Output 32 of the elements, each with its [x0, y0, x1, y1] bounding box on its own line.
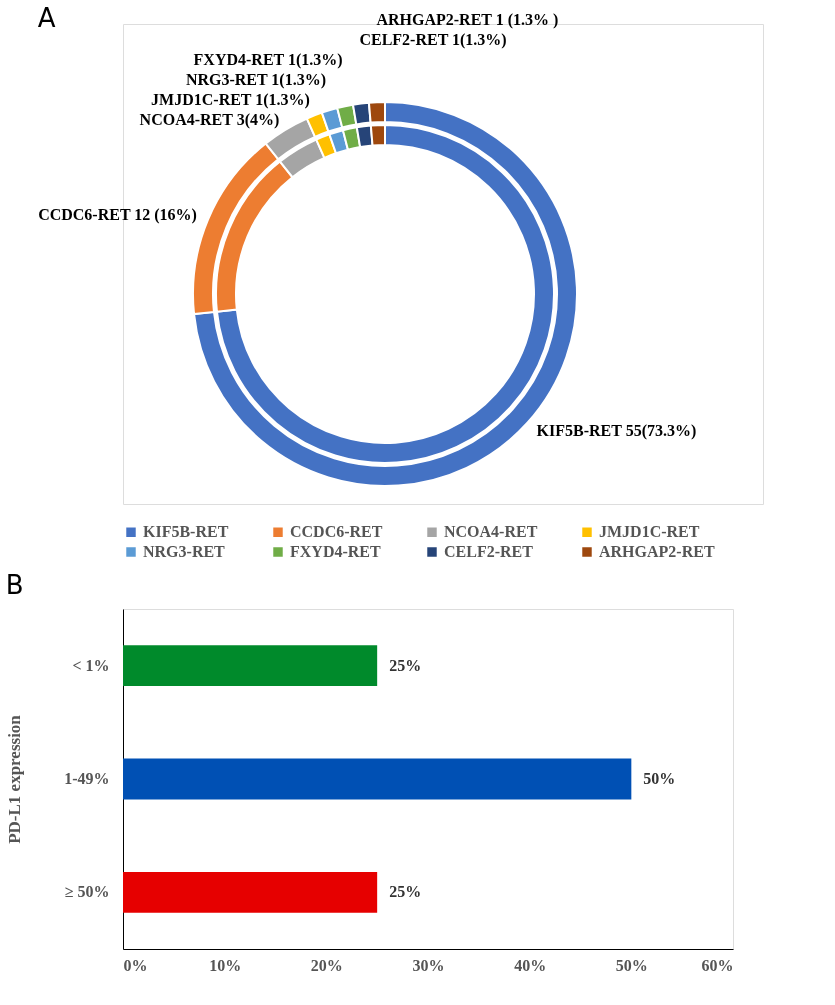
- y-tick-label: ≥ 50%: [64, 883, 110, 901]
- x-tick-label: 40%: [514, 956, 547, 974]
- y-tick-label: 1-49%: [64, 770, 110, 787]
- legend-label: NCOA4-RET: [444, 523, 538, 541]
- legend-label: CCDC6-RET: [290, 523, 383, 541]
- x-tick-label: 20%: [310, 956, 343, 974]
- text: KIF5B-RET 55(73.3%): [536, 421, 697, 439]
- x-tick-label: 0%: [123, 956, 148, 974]
- text: ARHGAP2-RET 1 (1.3% ): [376, 10, 559, 28]
- text: JMJD1C-RET 1(1.3%): [151, 90, 310, 108]
- y-axis-title: PD-L1 expression: [5, 714, 25, 844]
- text: CCDC6-RET 12 (16%): [38, 205, 197, 223]
- x-tick-label: 50%: [615, 956, 648, 974]
- legend-label: NRG3-RET: [143, 543, 226, 560]
- data-label: 50%: [643, 770, 676, 787]
- chart-title: A: [37, 2, 56, 33]
- data-label: 25%: [389, 656, 422, 674]
- text: NCOA4-RET 3(4%): [139, 110, 280, 128]
- data-label: 25%: [389, 883, 422, 901]
- legend-label: CELF2-RET: [444, 543, 534, 560]
- text: CELF2-RET 1(1.3%): [359, 30, 507, 48]
- legend-label: ARHGAP2-RET: [599, 543, 715, 560]
- y-tick-label: < 1%: [72, 656, 110, 674]
- text: FXYD4-RET 1(1.3%): [193, 50, 343, 68]
- legend-label: FXYD4-RET: [290, 543, 381, 560]
- x-tick-label: 60%: [701, 956, 734, 974]
- legend-label: JMJD1C-RET: [599, 523, 700, 541]
- legend-label: KIF5B-RET: [143, 523, 229, 541]
- chart-title: B: [5, 570, 24, 600]
- text: NRG3-RET 1(1.3%): [185, 70, 327, 88]
- x-tick-label: 30%: [412, 956, 445, 974]
- x-tick-label: 10%: [209, 956, 242, 974]
